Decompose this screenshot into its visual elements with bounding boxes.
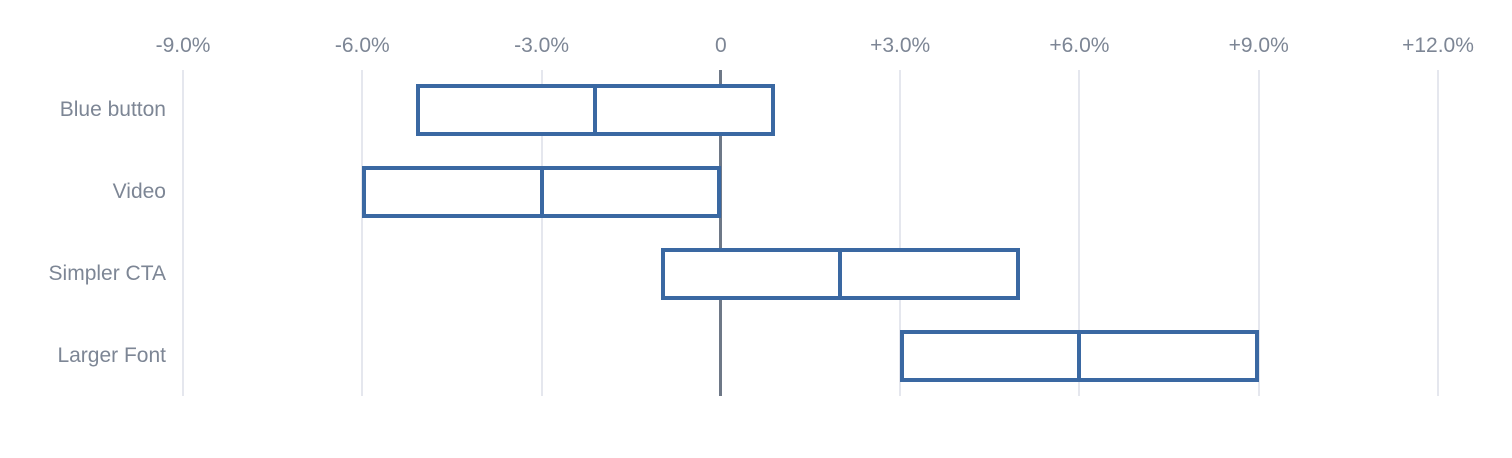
x-tick-label: +12.0%: [1402, 34, 1474, 57]
x-tick-label: -9.0%: [155, 34, 211, 57]
x-tick-label: 0: [715, 34, 727, 57]
x-gridline: [182, 70, 184, 396]
category-label: Video: [112, 180, 166, 203]
x-gridline: [361, 70, 364, 396]
x-gridline: [1078, 70, 1081, 396]
x-gridline: [1257, 70, 1260, 396]
category-label: Blue button: [59, 98, 166, 121]
bar-midline: [1077, 330, 1082, 382]
plot-area: -9.0% -6.0% -3.0% 0 +3.0% +6.0% +9.0% +12.0%: [156, 0, 1474, 458]
x-gridline: [1437, 70, 1439, 396]
x-tick-label: -3.0%: [514, 34, 569, 57]
category-labels: Blue button Video Simpler CTA Larger Font: [0, 0, 166, 458]
bar-midline: [539, 166, 544, 218]
x-gridline: [540, 70, 543, 396]
category-label: Larger Font: [57, 344, 166, 367]
x-tick-label: -6.0%: [334, 34, 390, 57]
x-tick-label: +9.0%: [1228, 34, 1289, 57]
x-gridline: [899, 70, 902, 396]
x-tick-label: +3.0%: [870, 34, 931, 57]
bar-midline: [838, 248, 843, 300]
x-tick-label: +6.0%: [1049, 34, 1110, 57]
zero-axis-line: [719, 70, 723, 396]
category-label: Simpler CTA: [48, 262, 166, 285]
bar-midline: [593, 84, 598, 136]
